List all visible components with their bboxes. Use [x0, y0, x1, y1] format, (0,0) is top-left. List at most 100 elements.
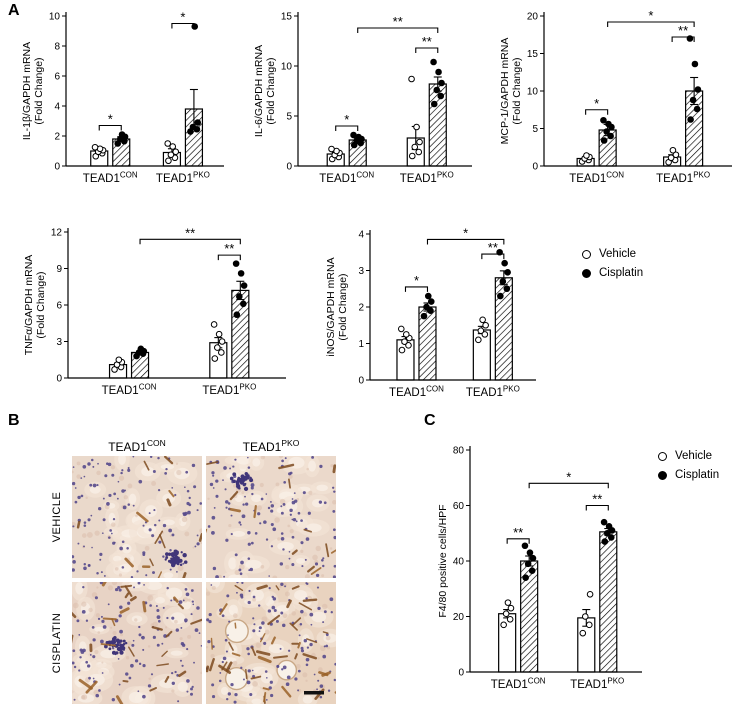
- data-point: [210, 321, 218, 328]
- svg-text:9: 9: [56, 264, 62, 275]
- data-point: [501, 259, 508, 267]
- data-point: [328, 145, 335, 153]
- y-axis-label: (Fold Change): [337, 273, 349, 340]
- data-point: [415, 148, 423, 156]
- chart-inos-mrna: 0 1 2 3 4 TEAD1CON TEAD1PKO iNOS/GAPDH mRNA (Fol…: [325, 225, 536, 400]
- data-point: [585, 621, 593, 629]
- data-point: [669, 146, 677, 154]
- data-point: [607, 534, 615, 541]
- histology-row-label-vehicle: VEHICLE: [51, 491, 63, 543]
- legend-cisplatin-label: Cisplatin: [599, 267, 644, 279]
- significance-label: *: [344, 112, 349, 127]
- significance-label: *: [594, 96, 599, 111]
- data-point: [600, 518, 608, 526]
- data-point: [164, 140, 172, 147]
- x-group-label: TEAD1CON: [83, 171, 138, 186]
- legend-entry-cisplatin: Cisplatin: [658, 469, 719, 481]
- significance-label: **: [224, 241, 234, 256]
- data-point: [215, 330, 223, 338]
- data-point: [423, 303, 430, 311]
- svg-text:20: 20: [453, 612, 465, 623]
- svg-text:80: 80: [453, 446, 465, 457]
- data-point: [689, 96, 697, 104]
- cisplatin-filled-circle-icon: [658, 470, 667, 480]
- y-axis-label: (Fold Change): [35, 271, 47, 338]
- significance-bracket: [171, 22, 195, 29]
- data-point: [435, 68, 442, 76]
- svg-text:4: 4: [54, 102, 60, 113]
- significance-bracket: [217, 254, 241, 261]
- significance-label: **: [513, 525, 523, 540]
- svg-text:6: 6: [56, 301, 62, 312]
- y-axis-label: IL-6/GAPDH mRNA: [253, 45, 265, 137]
- data-point: [397, 325, 405, 333]
- data-point: [427, 307, 434, 314]
- y-axis-label: iNOS/GAPDH mRNA: [325, 257, 337, 356]
- svg-text:10: 10: [281, 62, 293, 73]
- y-axis-label: TNFα/GAPDH mRNA: [23, 255, 35, 356]
- legend-panel-a: Vehicle Cisplatin: [582, 248, 643, 286]
- panel-a-label: A: [8, 2, 20, 19]
- histology-column-header-con: TEAD1CON: [72, 438, 202, 454]
- chart-f480-cells: 0 20 40 60 80 TEAD1CON TEAD1PKO F4/80 positive …: [437, 446, 642, 692]
- data-point: [521, 542, 529, 550]
- data-point: [479, 316, 486, 324]
- x-group-label: TEAD1CON: [319, 171, 374, 186]
- panel-b-label: B: [8, 412, 20, 429]
- data-point: [398, 346, 406, 354]
- y-axis-label: IL-1β/GAPDH mRNA: [21, 42, 33, 140]
- panel-c-label: C: [424, 412, 436, 429]
- data-point: [583, 152, 590, 159]
- x-group-label: TEAD1CON: [569, 171, 624, 186]
- data-point: [194, 119, 202, 126]
- significance-label: **: [678, 23, 688, 38]
- data-point: [191, 23, 199, 30]
- significance-bracket: [335, 125, 359, 131]
- data-point: [607, 132, 614, 140]
- histology-image-cisplatin-con: [72, 582, 202, 704]
- data-point: [581, 613, 589, 620]
- significance-bracket: [404, 286, 429, 292]
- data-point: [218, 349, 225, 356]
- svg-text:2: 2: [54, 132, 60, 143]
- x-group-label: TEAD1CON: [389, 385, 444, 400]
- svg-text:2: 2: [358, 303, 364, 314]
- data-point: [524, 560, 532, 568]
- significance-label: *: [566, 469, 571, 484]
- bar-cisplatin-group1: [494, 277, 513, 381]
- data-point: [115, 356, 123, 364]
- data-point: [693, 105, 701, 113]
- legend-cisplatin-label: Cisplatin: [675, 469, 720, 481]
- data-point: [603, 128, 610, 135]
- significance-bracket: [426, 238, 505, 245]
- data-point: [687, 116, 694, 123]
- svg-text:15: 15: [281, 12, 293, 23]
- data-point: [211, 355, 219, 362]
- x-group-label: TEAD1PKO: [570, 677, 624, 692]
- chart-tnfa-mrna: 0 3 6 9 12 TEAD1CON TEAD1PKO TNFα/GAPDH mRNA (Fo…: [23, 225, 286, 397]
- significance-label: **: [393, 14, 403, 29]
- bar-cisplatin-group1: [599, 531, 618, 673]
- svg-text:12: 12: [51, 228, 63, 239]
- svg-text:40: 40: [453, 557, 465, 568]
- svg-text:1: 1: [358, 339, 364, 350]
- significance-bracket: [528, 482, 609, 489]
- data-point: [504, 269, 511, 276]
- data-point: [165, 157, 172, 165]
- histology-image-vehicle-pko: [206, 456, 336, 578]
- data-point: [427, 298, 435, 305]
- svg-text:5: 5: [532, 124, 538, 135]
- significance-bracket: [139, 238, 241, 245]
- svg-text:15: 15: [527, 49, 539, 60]
- data-point: [420, 312, 428, 320]
- svg-text:5: 5: [286, 112, 292, 123]
- data-point: [189, 123, 197, 131]
- data-point: [218, 338, 226, 345]
- data-point: [481, 331, 489, 338]
- data-point: [605, 523, 613, 530]
- cisplatin-filled-circle-icon: [582, 268, 591, 278]
- data-point: [91, 143, 99, 151]
- legend-entry-cisplatin: Cisplatin: [582, 267, 643, 279]
- data-point: [438, 79, 445, 87]
